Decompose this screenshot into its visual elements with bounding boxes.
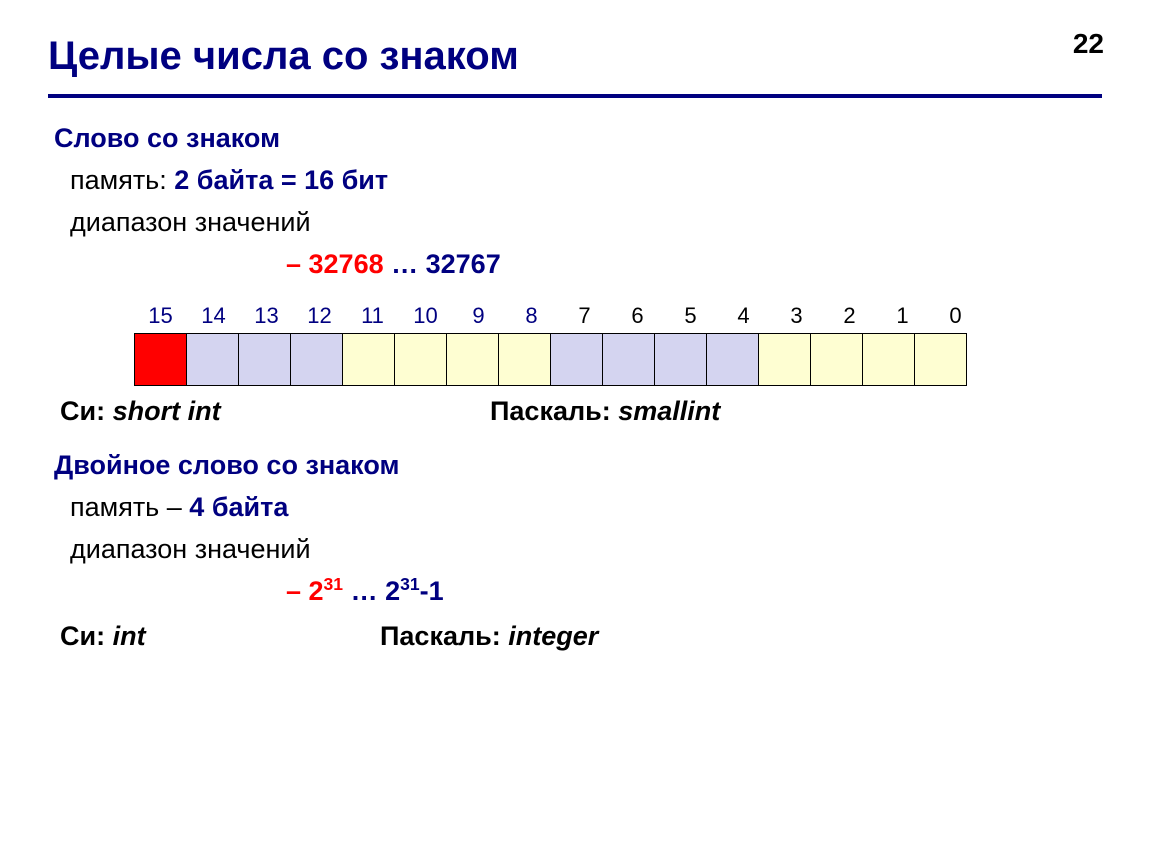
bit-cell <box>186 333 239 386</box>
lang2-pascal: Паскаль: integer <box>380 621 598 652</box>
section2-langs: Си: int Паскаль: integer <box>60 621 1104 652</box>
bit-label: 10 <box>399 303 452 329</box>
bit-label: 7 <box>558 303 611 329</box>
lang-c: Си: short int <box>60 396 490 427</box>
range2-max: 231-1 <box>385 576 444 606</box>
bit-cell <box>290 333 343 386</box>
range-dots: … <box>384 249 426 279</box>
lang2-c-type: int <box>113 621 146 651</box>
bit-cell <box>810 333 863 386</box>
lang-c-type: short int <box>113 396 221 426</box>
bit-cell <box>602 333 655 386</box>
bit-label: 4 <box>717 303 770 329</box>
bit-label: 15 <box>134 303 187 329</box>
lang-p-label: Паскаль: <box>490 396 611 426</box>
section2-range: – 231 … 231-1 <box>286 571 1104 613</box>
mem-value2: 4 байта <box>189 492 288 522</box>
bit-label: 0 <box>929 303 982 329</box>
bit-cell <box>134 333 187 386</box>
mem-value: 2 байта = 16 бит <box>174 165 388 195</box>
bit-cell <box>238 333 291 386</box>
section2-heading: Двойное слово со знаком <box>54 445 1104 487</box>
title-rule <box>48 94 1102 98</box>
bit-label: 9 <box>452 303 505 329</box>
bit-label: 3 <box>770 303 823 329</box>
section1-langs: Си: short int Паскаль: smallint <box>60 396 1104 427</box>
section1-range: – 32768 … 32767 <box>286 244 1104 286</box>
range2-min: – 231 <box>286 576 343 606</box>
lang-pascal: Паскаль: smallint <box>490 396 720 427</box>
content: Слово со знаком память: 2 байта = 16 бит… <box>54 118 1104 652</box>
section2-memory: память – 4 байта <box>70 487 1104 529</box>
section2-range-label: диапазон значений <box>70 529 1104 571</box>
bit-label: 5 <box>664 303 717 329</box>
bit-label: 2 <box>823 303 876 329</box>
lang2-p-type: integer <box>508 621 598 651</box>
section1-memory: память: 2 байта = 16 бит <box>70 160 1104 202</box>
bit-diagram: 1514131211109876543210 <box>134 303 1104 386</box>
bit-cell <box>654 333 707 386</box>
bit-cell <box>862 333 915 386</box>
section1-range-label: диапазон значений <box>70 202 1104 244</box>
range2-dots: … <box>343 576 385 606</box>
bit-cell <box>914 333 967 386</box>
mem-label2: память – <box>70 492 182 522</box>
bit-labels-row: 1514131211109876543210 <box>134 303 1104 329</box>
bit-label: 8 <box>505 303 558 329</box>
range-min: – 32768 <box>286 249 384 279</box>
bit-label: 6 <box>611 303 664 329</box>
bit-label: 14 <box>187 303 240 329</box>
bit-cell <box>498 333 551 386</box>
bit-label: 1 <box>876 303 929 329</box>
bit-cell <box>706 333 759 386</box>
bit-cell <box>550 333 603 386</box>
lang2-p-label: Паскаль: <box>380 621 501 651</box>
mem-label: память: <box>70 165 167 195</box>
lang2-c: Си: int <box>60 621 380 652</box>
lang-p-type: smallint <box>618 396 720 426</box>
bit-cell <box>342 333 395 386</box>
bit-label: 13 <box>240 303 293 329</box>
lang-c-label: Си: <box>60 396 105 426</box>
bit-cells-row <box>134 333 1104 386</box>
bit-cell <box>758 333 811 386</box>
page-number: 22 <box>1073 28 1104 60</box>
bit-label: 11 <box>346 303 399 329</box>
lang2-c-label: Си: <box>60 621 105 651</box>
section1-heading: Слово со знаком <box>54 118 1104 160</box>
bit-cell <box>446 333 499 386</box>
bit-label: 12 <box>293 303 346 329</box>
range-max: 32767 <box>426 249 501 279</box>
slide-title: Целые числа со знаком <box>48 34 519 79</box>
bit-cell <box>394 333 447 386</box>
